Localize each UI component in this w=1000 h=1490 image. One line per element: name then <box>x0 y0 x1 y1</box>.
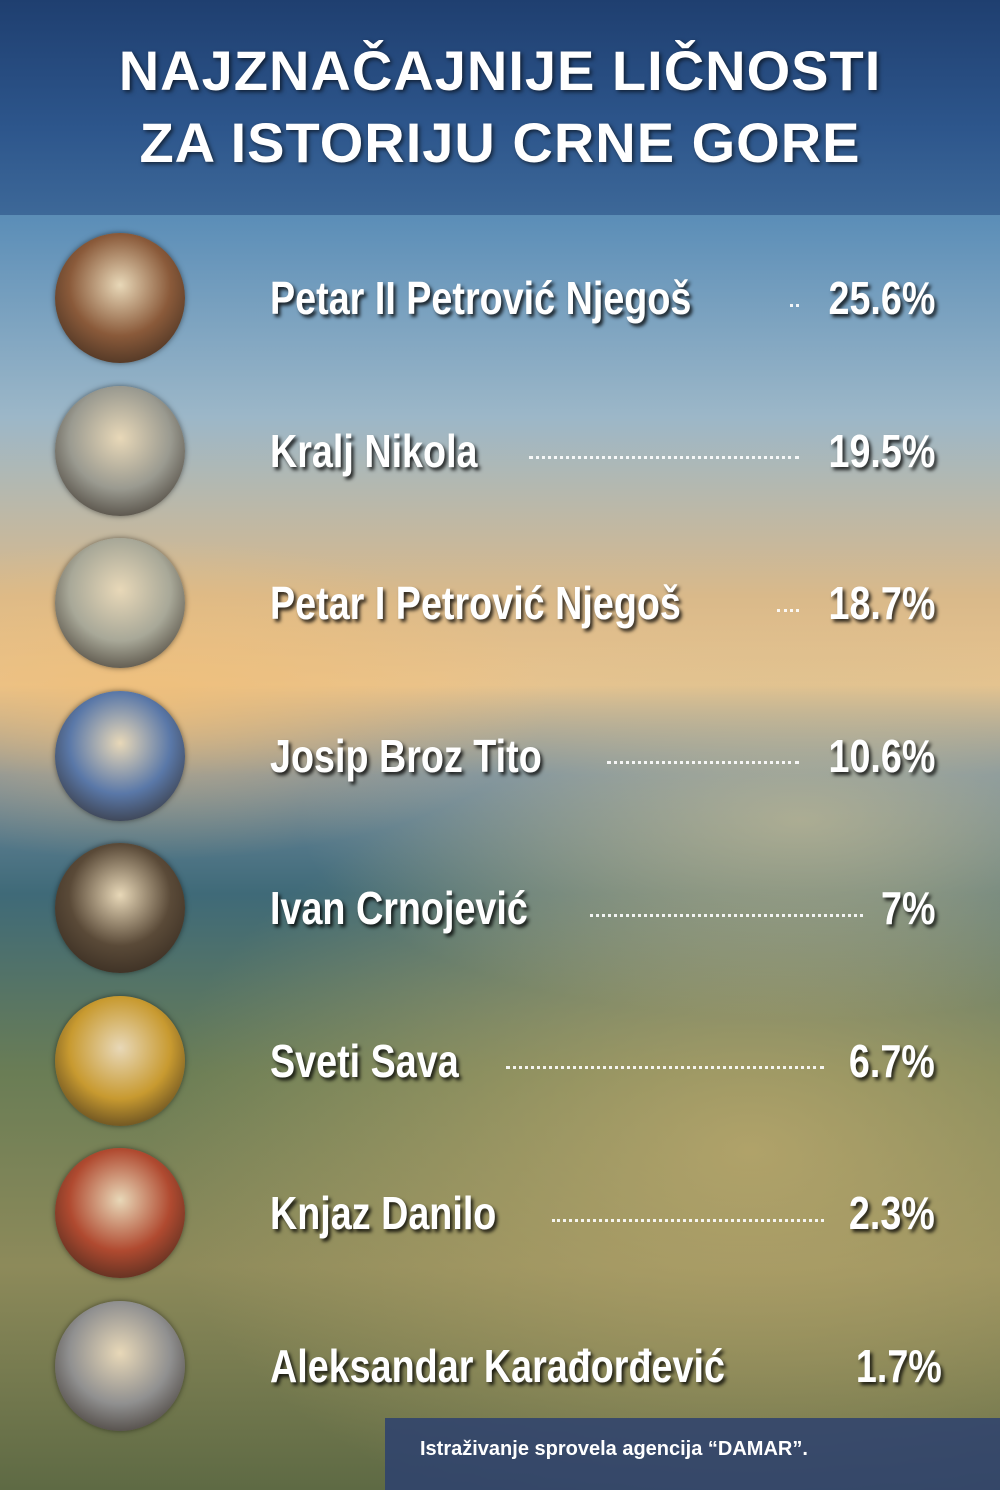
dotted-leader <box>506 1066 825 1069</box>
title-banner <box>0 0 1000 215</box>
title-line-2: ZA ISTORIJU CRNE GORE <box>139 111 861 174</box>
ranking-row: Sveti Sava 6.7% <box>0 991 1000 1131</box>
ranking-row: Josip Broz Tito 10.6% <box>0 686 1000 826</box>
ranking-row: Ivan Crnojević 7% <box>0 838 1000 978</box>
dotted-leader <box>607 761 799 764</box>
portrait-image <box>55 1148 185 1278</box>
person-name: Kralj Nikola <box>270 424 478 477</box>
percentage-label: 7% <box>880 882 935 934</box>
person-name: Knjaz Danilo <box>270 1187 497 1239</box>
percentage-label: 19.5% <box>828 424 935 477</box>
title-line-1: NAJZNAČAJNIJE LIČNOSTI <box>118 39 882 102</box>
person-name: Petar II Petrović Njegoš <box>270 272 692 324</box>
ranking-row: Kralj Nikola 19.5% <box>0 381 1000 521</box>
percentage-label: 18.7% <box>828 577 935 629</box>
ranking-row: Petar I Petrović Njegoš 18.7% <box>0 533 1000 673</box>
person-name: Sveti Sava <box>270 1034 459 1087</box>
person-name: Josip Broz Tito <box>270 729 542 782</box>
portrait-image <box>55 995 185 1126</box>
portrait-image <box>55 843 185 973</box>
portrait-image <box>55 385 185 516</box>
ranking-row: Knjaz Danilo 2.3% <box>0 1143 1000 1283</box>
person-name: Ivan Crnojević <box>270 882 528 934</box>
portrait-image <box>55 538 185 668</box>
person-name: Aleksandar Karađorđević <box>270 1339 725 1392</box>
percentage-label: 25.6% <box>828 272 935 324</box>
percentage-label: 6.7% <box>849 1034 935 1087</box>
dotted-leader <box>529 456 799 459</box>
dotted-leader <box>552 1218 825 1222</box>
dotted-leader <box>590 913 863 917</box>
portrait-image <box>55 1300 185 1431</box>
portrait-image <box>55 233 185 363</box>
person-name: Petar I Petrović Njegoš <box>270 577 681 629</box>
source-note: Istraživanje sprovela agencija “DAMAR”. <box>420 1438 808 1460</box>
dotted-leader <box>789 303 799 307</box>
source-banner: Istraživanje sprovela agencija “DAMAR”. <box>385 1418 1000 1490</box>
dotted-leader <box>777 608 799 612</box>
portrait-image <box>55 690 185 821</box>
percentage-label: 2.3% <box>849 1187 935 1239</box>
percentage-label: 10.6% <box>828 729 935 782</box>
ranking-row: Petar II Petrović Njegoš 25.6% <box>0 228 1000 368</box>
percentage-label: 1.7% <box>855 1339 942 1392</box>
ranking-row: Aleksandar Karađorđević 1.7% <box>0 1296 1000 1436</box>
